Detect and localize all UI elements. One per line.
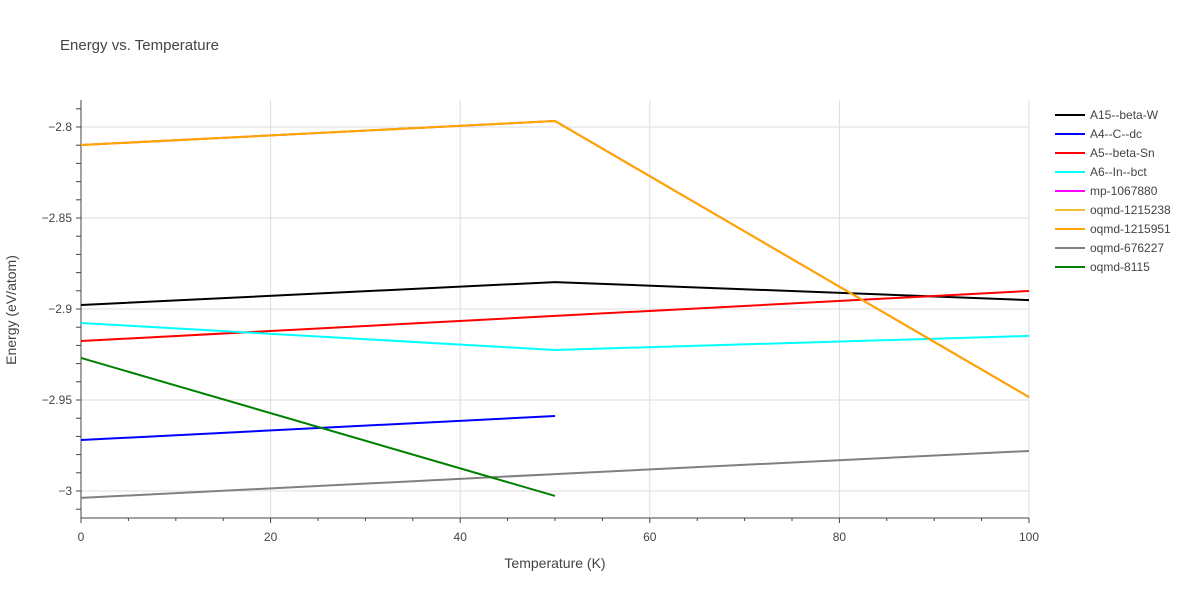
y-axis-label: Energy (eV/atom): [3, 255, 19, 365]
legend-label: oqmd-1215951: [1090, 222, 1171, 236]
y-tick-label: −2.95: [42, 393, 73, 407]
x-tick-label: 80: [833, 530, 847, 544]
legend-item[interactable]: oqmd-1215951: [1055, 222, 1171, 236]
legend-item[interactable]: mp-1067880: [1055, 184, 1158, 198]
legend-item[interactable]: A15--beta-W: [1055, 108, 1159, 122]
legend-item[interactable]: oqmd-676227: [1055, 241, 1164, 255]
x-tick-label: 100: [1019, 530, 1039, 544]
legend-item[interactable]: A6--In--bct: [1055, 165, 1147, 179]
legend-label: oqmd-676227: [1090, 241, 1164, 255]
legend-item[interactable]: A5--beta-Sn: [1055, 146, 1155, 160]
legend-label: A5--beta-Sn: [1090, 146, 1155, 160]
series-line-A4--C--dc: [80, 415, 556, 442]
x-axis-label: Temperature (K): [504, 555, 605, 571]
series-line-oqmd-1215238: [80, 119, 1030, 398]
legend-label: oqmd-8115: [1090, 260, 1150, 274]
y-tick-label: −2.85: [42, 211, 73, 225]
legend-label: oqmd-1215238: [1090, 203, 1171, 217]
y-tick-label: −3: [58, 484, 72, 498]
series-line-A6--In--bct: [80, 322, 1030, 351]
legend-label: A4--C--dc: [1090, 127, 1142, 141]
legend-item[interactable]: A4--C--dc: [1055, 127, 1142, 141]
series-line-mp-1067880: [80, 119, 1030, 398]
legend-label: A6--In--bct: [1090, 165, 1147, 179]
legend-item[interactable]: oqmd-8115: [1055, 260, 1150, 274]
chart-title: Energy vs. Temperature: [60, 37, 219, 54]
x-tick-label: 40: [454, 530, 468, 544]
series-line-oqmd-1215951: [80, 119, 1030, 398]
series-line-oqmd-8115: [80, 356, 556, 497]
series-line-A15--beta-W: [80, 281, 1030, 306]
legend-label: mp-1067880: [1090, 184, 1158, 198]
x-tick-label: 20: [264, 530, 278, 544]
x-tick-label: 0: [78, 530, 85, 544]
y-tick-label: −2.8: [48, 120, 72, 134]
legend-item[interactable]: oqmd-1215238: [1055, 203, 1171, 217]
series-line-oqmd-676227: [80, 449, 1030, 499]
x-tick-label: 60: [643, 530, 657, 544]
y-tick-label: −2.9: [48, 302, 72, 316]
legend-label: A15--beta-W: [1090, 108, 1159, 122]
